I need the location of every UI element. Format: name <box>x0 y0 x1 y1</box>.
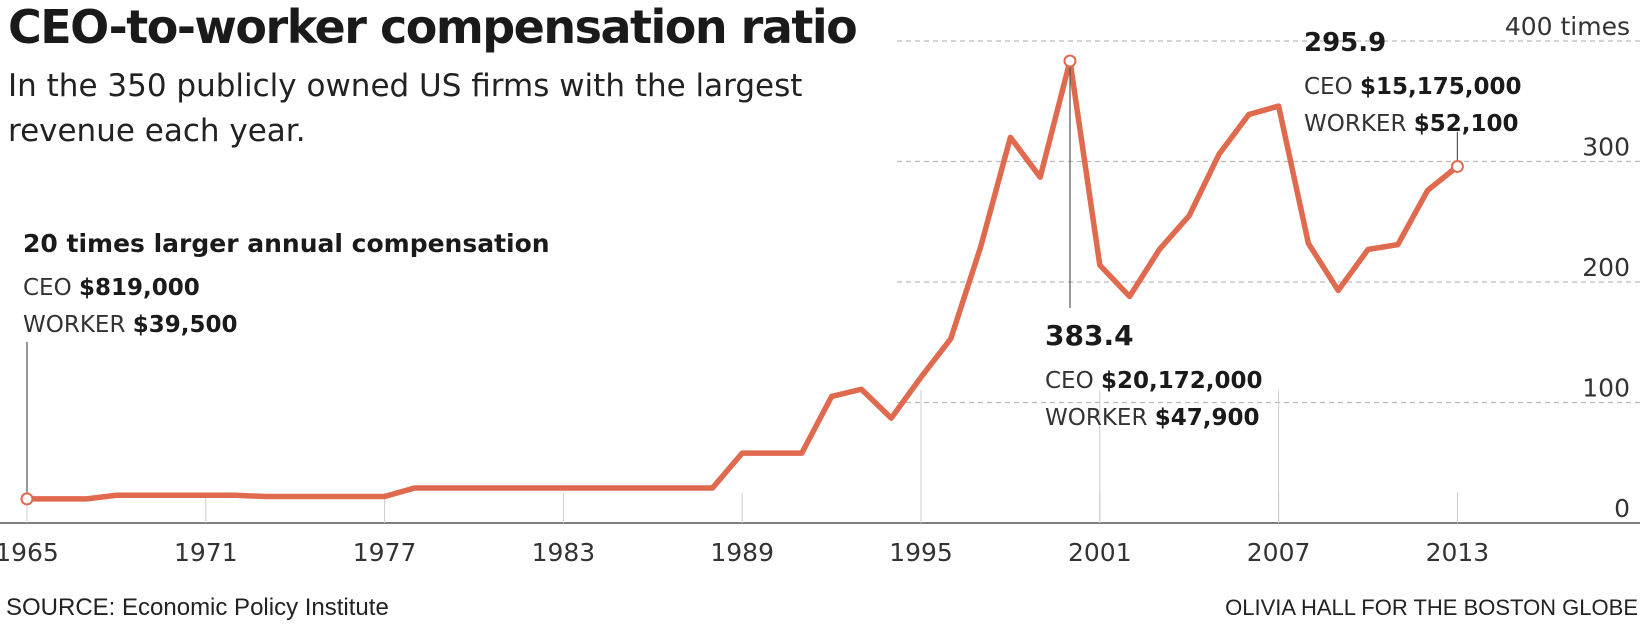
worker-value: $39,500 <box>133 312 238 338</box>
y-tick-label: 0 <box>1614 494 1630 523</box>
y-tick-label: 200 <box>1582 253 1630 282</box>
annotation-marker <box>1063 54 1077 68</box>
ceo-value: $20,172,000 <box>1101 368 1263 394</box>
ceo-label: CEO <box>23 275 79 301</box>
x-tick-label: 1995 <box>889 538 953 567</box>
annotation-worker-line: WORKER $39,500 <box>23 312 238 338</box>
x-tick-label: 2001 <box>1068 538 1132 567</box>
x-tick-label: 1983 <box>532 538 596 567</box>
x-tick-label: 1977 <box>353 538 417 567</box>
annotation-headline: 20 times larger annual compensation <box>23 229 550 258</box>
x-tick-label: 2013 <box>1426 538 1490 567</box>
annotation-ceo-line: CEO $819,000 <box>23 275 200 301</box>
ceo-label: CEO <box>1304 74 1360 100</box>
annotation-ceo-line: CEO $15,175,000 <box>1304 74 1522 100</box>
annotation-worker-line: WORKER $47,900 <box>1045 405 1260 431</box>
annotation-3: 295.9 CEO $15,175,000 WORKER $52,100 <box>1304 28 1522 173</box>
source-note: SOURCE: Economic Policy Institute <box>6 594 389 621</box>
annotation-2: 383.4 CEO $20,172,000 WORKER $47,900 <box>1045 54 1263 431</box>
annotation-1: 20 times larger annual compensation CEO $… <box>20 229 550 506</box>
x-tick-label: 2007 <box>1247 538 1311 567</box>
chart-title: CEO-to-worker compensation ratio <box>8 0 858 54</box>
y-tick-label: 300 <box>1582 133 1630 162</box>
annotation-marker <box>20 492 34 506</box>
worker-label: WORKER <box>1304 111 1414 137</box>
chart-subtitle: In the 350 publicly owned US firms with … <box>8 68 803 149</box>
graphic-credit: OLIVIA HALL FOR THE BOSTON GLOBE <box>1225 595 1638 620</box>
worker-value: $47,900 <box>1155 405 1260 431</box>
annotation-marker <box>1450 159 1464 173</box>
worker-value: $52,100 <box>1414 111 1519 137</box>
ceo-label: CEO <box>1045 368 1101 394</box>
annotation-headline: 383.4 <box>1045 319 1134 352</box>
annotation-headline: 295.9 <box>1304 28 1386 58</box>
worker-label: WORKER <box>1045 405 1155 431</box>
ceo-value: $15,175,000 <box>1360 74 1522 100</box>
x-tick-label: 1971 <box>174 538 238 567</box>
annotation-ceo-line: CEO $20,172,000 <box>1045 368 1263 394</box>
x-tick-label: 1965 <box>0 538 59 567</box>
ceo-value: $819,000 <box>79 275 200 301</box>
y-tick-label: 400 times <box>1505 12 1630 41</box>
ratio-series-line <box>24 58 1461 502</box>
x-tick-label: 1989 <box>710 538 774 567</box>
worker-label: WORKER <box>23 312 133 338</box>
annotation-worker-line: WORKER $52,100 <box>1304 111 1519 137</box>
y-tick-label: 100 <box>1582 374 1630 403</box>
